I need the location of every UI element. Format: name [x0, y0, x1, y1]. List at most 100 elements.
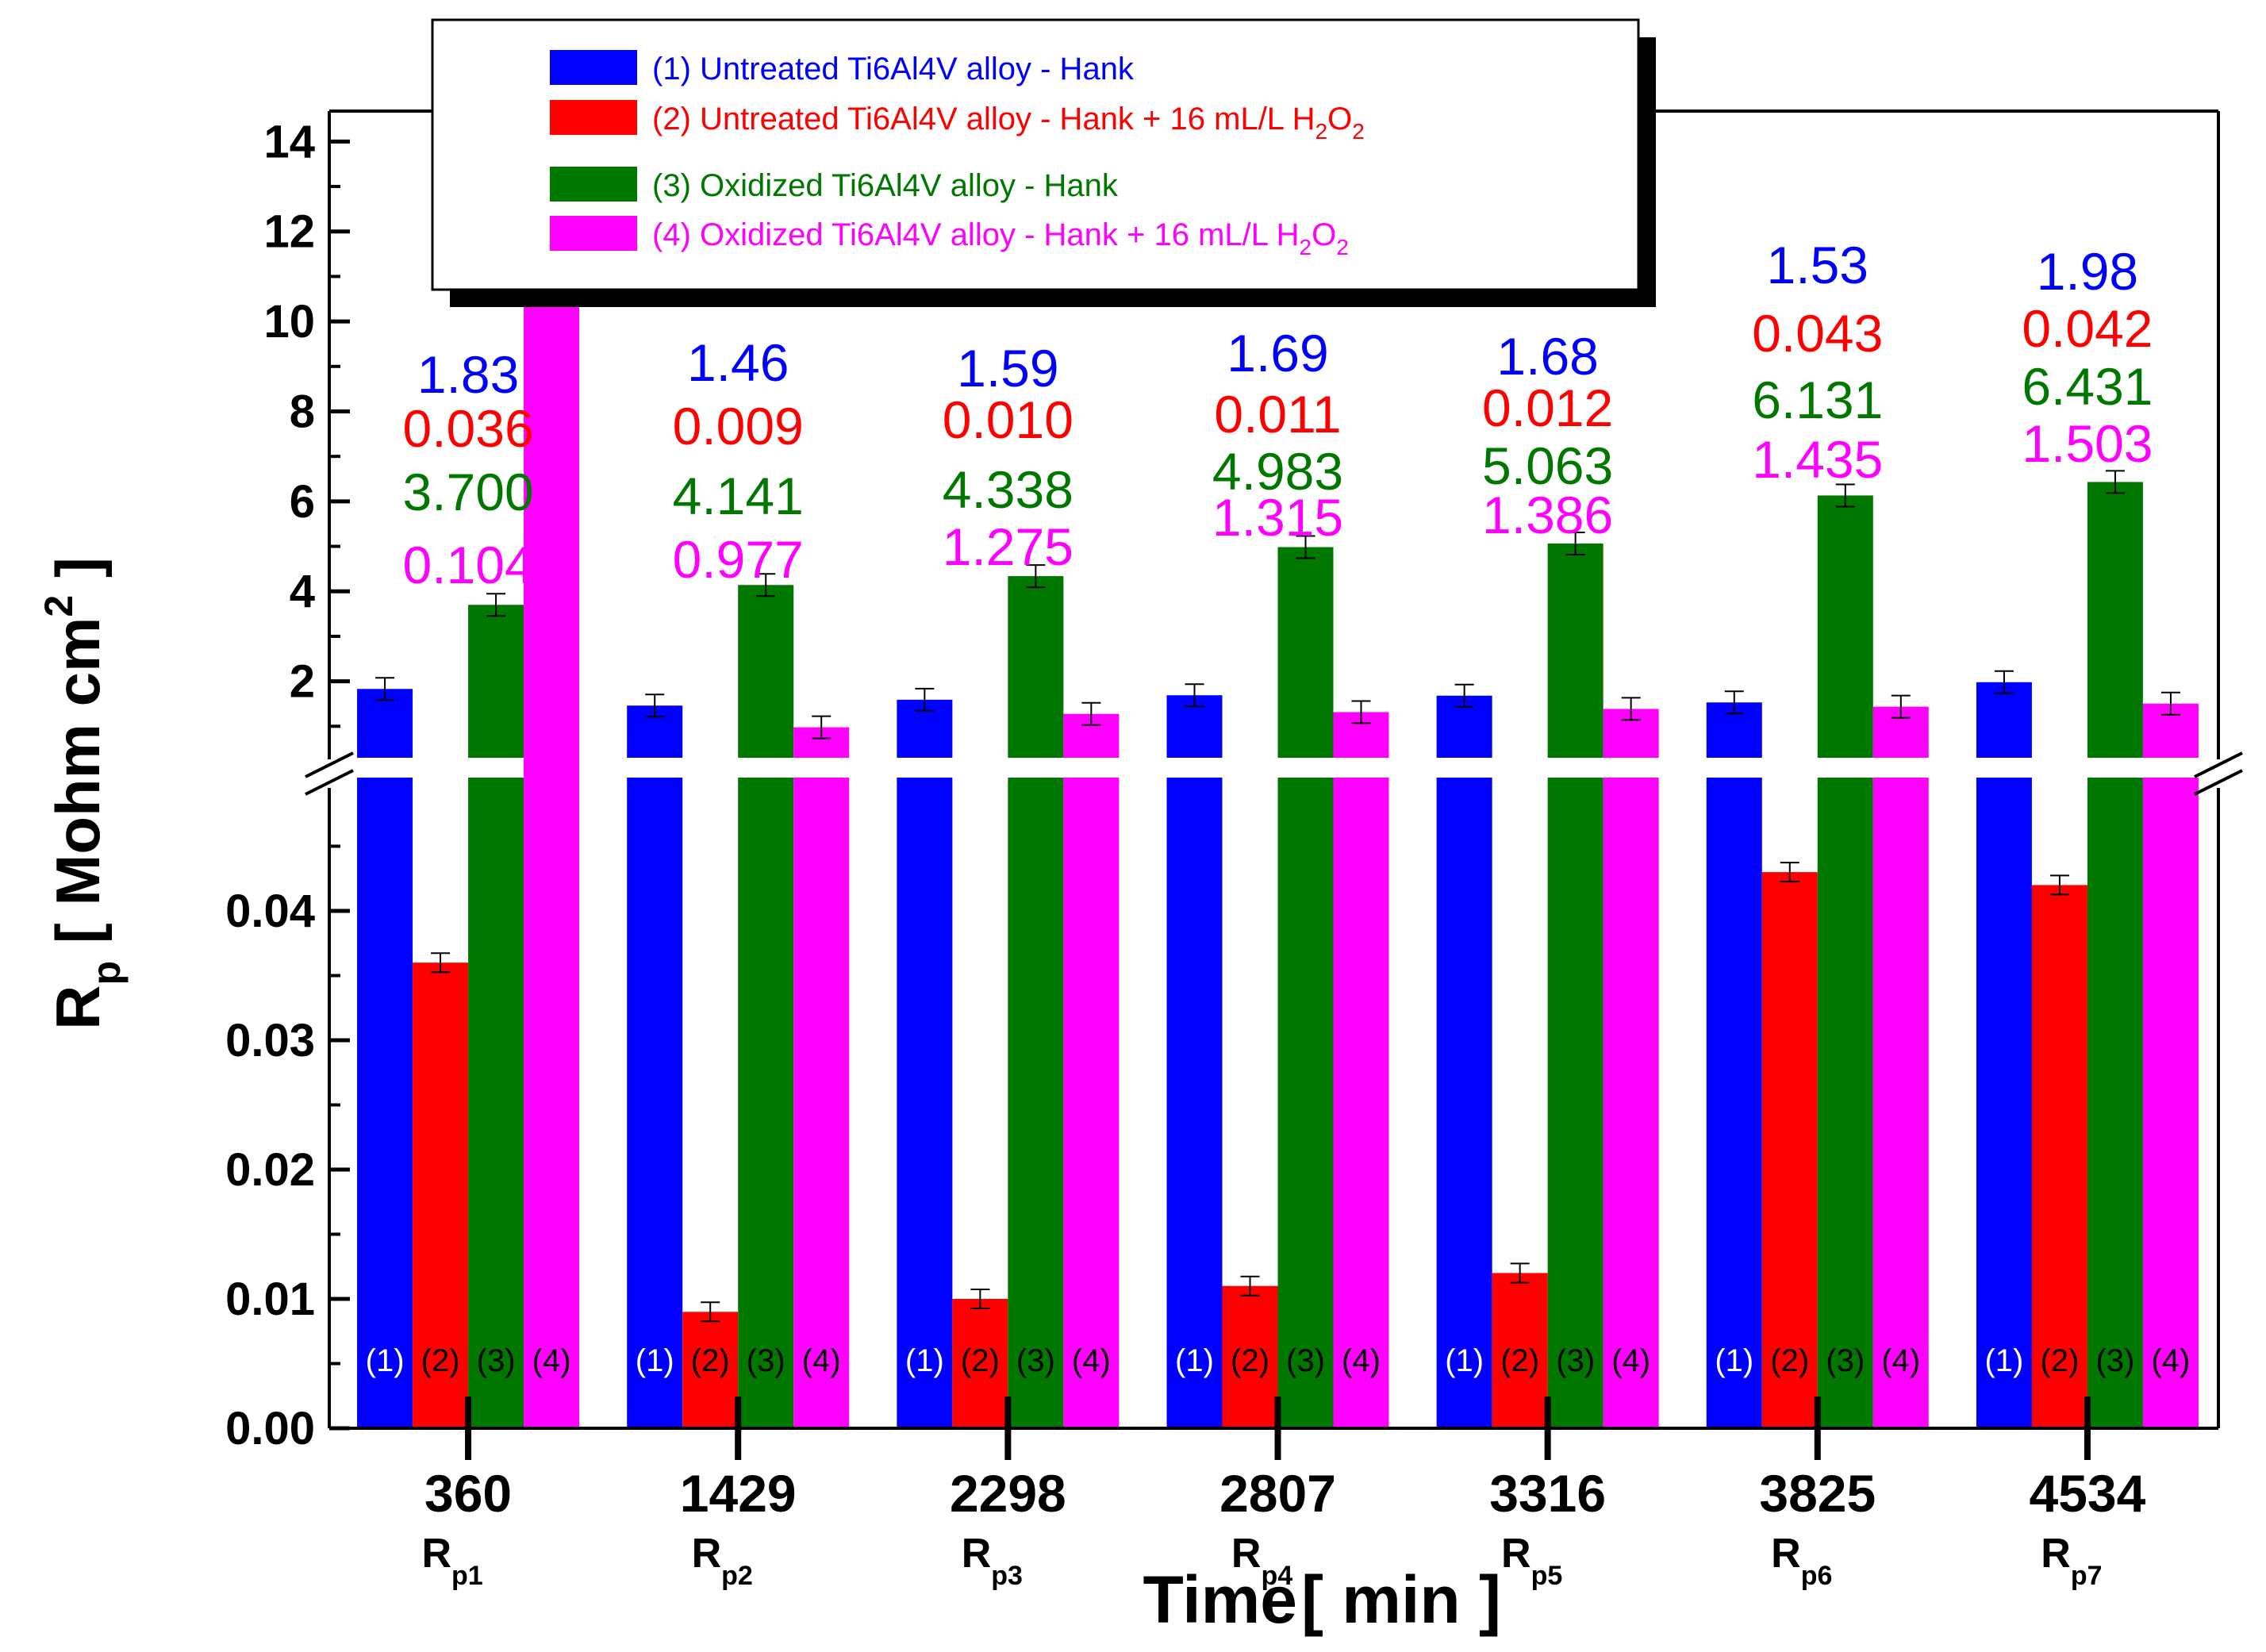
bar-index-label-s1-c1: (1)	[366, 1343, 405, 1378]
bar-s3-c3	[1008, 576, 1064, 758]
legend-swatch-2	[550, 100, 637, 135]
value-label-s2-c4: 0.011	[1214, 385, 1341, 444]
value-label-s3-c6: 6.131	[1752, 371, 1883, 429]
bar-lower-part-s3-c3	[1008, 778, 1064, 1428]
x-tick-sublabel-sub: p1	[451, 1561, 483, 1591]
legend-label-4: (4) Oxidized Ti6Al4V alloy - Hank + 16 m…	[652, 217, 1349, 259]
bar-lower-part-s3-c1	[468, 778, 524, 1428]
x-tick-label: 2298	[950, 1464, 1066, 1523]
x-axis-title-main: Time	[1143, 1562, 1297, 1637]
x-tick-sublabel-sub: p4	[1261, 1561, 1292, 1591]
bar-index-label-s4-c7: (4)	[2151, 1343, 2190, 1378]
x-tick-sublabel-sub: p7	[2071, 1561, 2103, 1591]
value-label-s2-c6: 0.043	[1752, 304, 1883, 363]
bar-lower-part-s1-c3	[897, 778, 953, 1428]
error-bar-s3-c1	[486, 593, 506, 617]
bar-lower-part-s4-c3	[1063, 778, 1120, 1428]
value-label-s3-c3: 4.338	[943, 460, 1073, 519]
error-bar-s2-c2	[701, 1301, 720, 1323]
error-bar-s1-c6	[1724, 690, 1744, 715]
y-tick-label-upper: 4	[290, 566, 315, 617]
bar-index-label-s2-c4: (2)	[1231, 1343, 1269, 1378]
legend-label-text: (1) Untreated Ti6Al4V alloy - Hank	[652, 52, 1135, 86]
bar-lower-part-s1-c2	[627, 778, 683, 1428]
x-tick-sublabel: Rp1	[421, 1531, 482, 1591]
bar-index-label-s2-c3: (2)	[961, 1343, 1000, 1378]
bar-lower-part-s1-c7	[1976, 778, 2032, 1428]
x-tick-sublabel-sub: p3	[991, 1561, 1023, 1591]
bar-s3-c7	[2087, 482, 2143, 758]
legend-swatch-3	[550, 167, 637, 202]
bar-s2-c2	[682, 1312, 739, 1428]
value-label-s2-c5: 0.012	[1482, 378, 1613, 437]
x-tick-sublabel-sub: p2	[721, 1561, 753, 1591]
x-tick-sublabel-base: R	[962, 1531, 992, 1577]
error-bar-s2-c4	[1240, 1275, 1260, 1297]
legend-swatch-1	[550, 50, 637, 85]
x-tick-label: 2807	[1219, 1464, 1336, 1523]
error-bar-s4-c3	[1081, 701, 1101, 726]
y-axis-title-sub: p	[84, 961, 129, 985]
bar-lower-part-s3-c4	[1277, 778, 1334, 1428]
bar-index-label-s4-c3: (4)	[1072, 1343, 1111, 1378]
bar-index-label-s2-c6: (2)	[1770, 1343, 1809, 1378]
value-label-s4-c3: 1.275	[943, 517, 1073, 576]
legend-label-sub-b: 2	[1352, 119, 1365, 144]
y-axis-title-unit: [ Mohm cm	[43, 617, 113, 961]
bar-index-label-s4-c5: (4)	[1611, 1343, 1650, 1378]
value-label-s1-c2: 1.46	[687, 333, 789, 392]
x-tick-sublabel: Rp4	[1231, 1531, 1292, 1591]
bar-lower-part-s1-c6	[1706, 778, 1762, 1428]
y-tick-label-upper: 12	[263, 206, 315, 258]
bar-s2-c5	[1492, 1273, 1548, 1428]
value-label-s2-c7: 0.042	[2022, 299, 2153, 358]
x-tick-sublabel: Rp7	[2041, 1531, 2102, 1591]
error-bar-s2-c6	[1780, 862, 1799, 883]
axis-break-mark-2b	[2194, 769, 2243, 796]
value-label-s3-c5: 5.063	[1482, 436, 1613, 495]
y-axis-title-sup: 2	[36, 595, 81, 617]
error-bar-s1-c3	[915, 687, 935, 712]
error-bar-s2-c5	[1510, 1262, 1530, 1284]
bar-index-label-s2-c5: (2)	[1500, 1343, 1539, 1378]
error-bar-s3-c4	[1296, 535, 1315, 559]
bar-lower-part-s3-c2	[738, 778, 794, 1428]
bar-index-label-s3-c5: (3)	[1556, 1343, 1595, 1378]
error-bar-s3-c6	[1835, 483, 1855, 508]
error-bar-s1-c2	[645, 693, 665, 718]
bar-s4-c1	[524, 83, 580, 1428]
value-labels: (1) (2) (3) (4) (1) (2) (3) (4) (1) (2) (3) (4) (1) (…	[366, 236, 2191, 1378]
value-label-s2-c1: 0.036	[402, 399, 533, 458]
bar-index-label-s1-c2: (1)	[636, 1343, 674, 1378]
x-tick-sublabel: Rp6	[1771, 1531, 1832, 1591]
value-label-s4-c4: 1.315	[1212, 488, 1343, 547]
x-tick-label: 1429	[680, 1464, 797, 1523]
error-bar-s4-c2	[812, 715, 832, 740]
axis-break-mark-1a	[305, 751, 354, 778]
bar-lower-part-s4-c4	[1333, 778, 1389, 1428]
value-label-s4-c1: 0.104	[402, 536, 533, 594]
x-tick-sublabel-base: R	[692, 1531, 722, 1577]
value-label-s1-c6: 1.53	[1767, 236, 1868, 294]
bar-s2-c6	[1761, 872, 1818, 1428]
y-tick-label-lower: 0.04	[225, 886, 315, 937]
y-tick-label-lower: 0.02	[225, 1144, 315, 1196]
y-tick-label-lower: 0.00	[225, 1403, 315, 1454]
bar-lower-part-s4-c2	[793, 778, 850, 1428]
bar-index-label-s3-c1: (3)	[477, 1343, 516, 1378]
legend-label-o: O	[1312, 217, 1336, 252]
legend-label-2: (2) Untreated Ti6Al4V alloy - Hank + 16 …	[652, 102, 1365, 144]
bar-lower-part-s4-c6	[1872, 778, 1929, 1428]
value-label-s2-c2: 0.009	[673, 397, 804, 455]
x-axis-title-unit: [ min ]	[1301, 1562, 1501, 1637]
error-bar-s3-c3	[1026, 564, 1046, 589]
bar-s2-c4	[1222, 1285, 1278, 1428]
x-tick-label: 360	[424, 1464, 512, 1523]
plot-area	[357, 72, 2199, 1428]
bar-lower-part-s1-c1	[357, 778, 413, 1428]
legend: (1) Untreated Ti6Al4V alloy - Hank (2) Un…	[431, 18, 1656, 307]
legend-label-text: (2) Untreated Ti6Al4V alloy - Hank + 16 …	[652, 102, 1315, 136]
bar-index-label-s4-c4: (4)	[1342, 1343, 1381, 1378]
axis-break-mark-2a	[2194, 751, 2243, 778]
